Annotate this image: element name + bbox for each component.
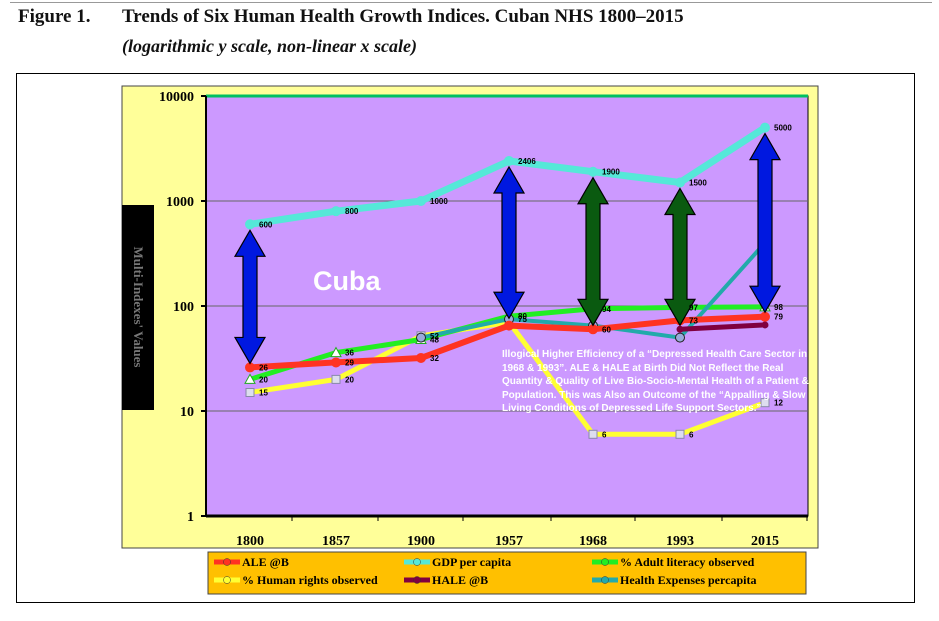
legend-label-health_exp: Health Expenses percapita: [620, 573, 756, 587]
double-arrow-1968: [576, 176, 610, 327]
point-human_rights: [760, 398, 770, 408]
data-label-gdp: 800: [345, 207, 359, 216]
y-tick-label: 10000: [159, 90, 194, 105]
cuba-annotation: Cuba: [313, 266, 381, 296]
data-label-human_rights: 12: [774, 399, 783, 408]
point-gdp: [675, 177, 685, 188]
legend-label-human_rights: % Human rights observed: [242, 573, 378, 587]
point-ale: [504, 320, 514, 331]
data-label-human_rights: 20: [345, 375, 354, 384]
legend-label-gdp: GDP per capita: [432, 555, 511, 569]
x-tick-label: 1993: [666, 534, 694, 549]
data-label-human_rights: 6: [689, 430, 694, 439]
y-tick-label: 100: [173, 300, 194, 315]
figure-number: Figure 1.: [18, 6, 91, 27]
point-literacy: [244, 373, 256, 384]
data-label-human_rights: 15: [259, 389, 268, 398]
point-ale: [760, 311, 770, 322]
x-tick-label: 1857: [322, 534, 350, 549]
y-tick-label: 1000: [166, 195, 194, 210]
data-label-ale: 32: [430, 354, 439, 363]
point-ale: [331, 357, 341, 368]
y-axis-label-box: [122, 205, 154, 410]
data-label-literacy: 36: [345, 349, 354, 358]
x-tick-label: 1957: [495, 534, 523, 549]
legend-box: [207, 551, 807, 595]
data-label-literacy: 20: [259, 375, 268, 384]
point-hale: [761, 321, 769, 329]
double-arrow-1993: [663, 187, 697, 327]
efficiency-note: Illogical Higher Efficiency of a “Depres…: [502, 349, 809, 414]
figure-frame: [16, 73, 915, 603]
data-label-literacy: 98: [774, 303, 783, 312]
data-label-gdp: 5000: [774, 124, 792, 133]
point-ale: [416, 352, 426, 363]
data-label-literacy: 80: [518, 312, 527, 321]
point-health_exp: [416, 332, 426, 343]
legend-marker-hale: [413, 576, 421, 584]
point-gdp: [416, 196, 426, 206]
point-health_exp: [675, 332, 685, 343]
data-label-human_rights: 52: [430, 332, 439, 341]
data-label-human_rights: 6: [602, 430, 607, 439]
data-label-ale: 73: [689, 316, 698, 325]
legend-marker-literacy: [601, 558, 609, 566]
double-arrow-1800: [233, 229, 267, 365]
data-label-gdp: 1500: [689, 179, 707, 188]
point-gdp: [245, 219, 255, 230]
data-label-ale: 29: [345, 358, 354, 367]
point-human_rights: [245, 388, 255, 398]
x-tick-label: 2015: [751, 534, 779, 549]
legend-marker-gdp: [413, 558, 421, 566]
data-label-hale: 60: [602, 325, 611, 334]
y-axis-label: Multi-Indexes' Values: [131, 246, 146, 368]
data-label-gdp: 2406: [518, 157, 536, 166]
legend-label-literacy: % Adult literacy observed: [620, 555, 755, 569]
point-gdp: [504, 155, 514, 166]
double-arrow-1957: [492, 165, 526, 320]
series-line-hale: [679, 322, 766, 332]
point-gdp: [760, 122, 770, 133]
y-tick-label: 1: [187, 510, 194, 525]
point-gdp: [331, 206, 341, 217]
legend-marker-ale: [223, 558, 231, 566]
x-tick-label: 1800: [236, 534, 264, 549]
legend-label-ale: ALE @B: [242, 555, 289, 569]
x-tick-label: 1900: [407, 534, 435, 549]
top-rule: [10, 2, 932, 3]
point-human_rights: [588, 429, 598, 439]
point-human_rights: [331, 374, 341, 384]
point-literacy: [330, 346, 342, 358]
data-label-literacy: 97: [689, 303, 698, 312]
data-label-gdp: 1900: [602, 168, 620, 177]
point-human_rights: [675, 429, 685, 439]
point-gdp: [588, 166, 598, 177]
point-hale: [676, 325, 684, 333]
legend-marker-human_rights: [223, 576, 231, 584]
data-label-health_exp: 75: [518, 315, 527, 324]
figure-title: Figure 1. Trends of Six Human Health Grow…: [18, 6, 684, 28]
legend-label-hale: HALE @B: [432, 573, 488, 587]
x-tick-label: 1968: [579, 534, 607, 549]
legend-marker-health_exp: [601, 576, 609, 584]
figure-subtitle: (logarithmic y scale, non-linear x scale…: [122, 36, 417, 56]
figure-title-text: Trends of Six Human Health Growth Indice…: [122, 6, 684, 27]
data-label-gdp: 1000: [430, 197, 448, 206]
data-label-literacy: 94: [602, 305, 611, 314]
data-label-ale: 79: [774, 313, 783, 322]
data-label-gdp: 600: [259, 220, 273, 229]
double-arrow-2015: [748, 132, 782, 314]
data-label-ale: 26: [259, 363, 268, 372]
data-label-literacy: 48: [430, 335, 439, 344]
y-tick-label: 10: [180, 405, 194, 420]
